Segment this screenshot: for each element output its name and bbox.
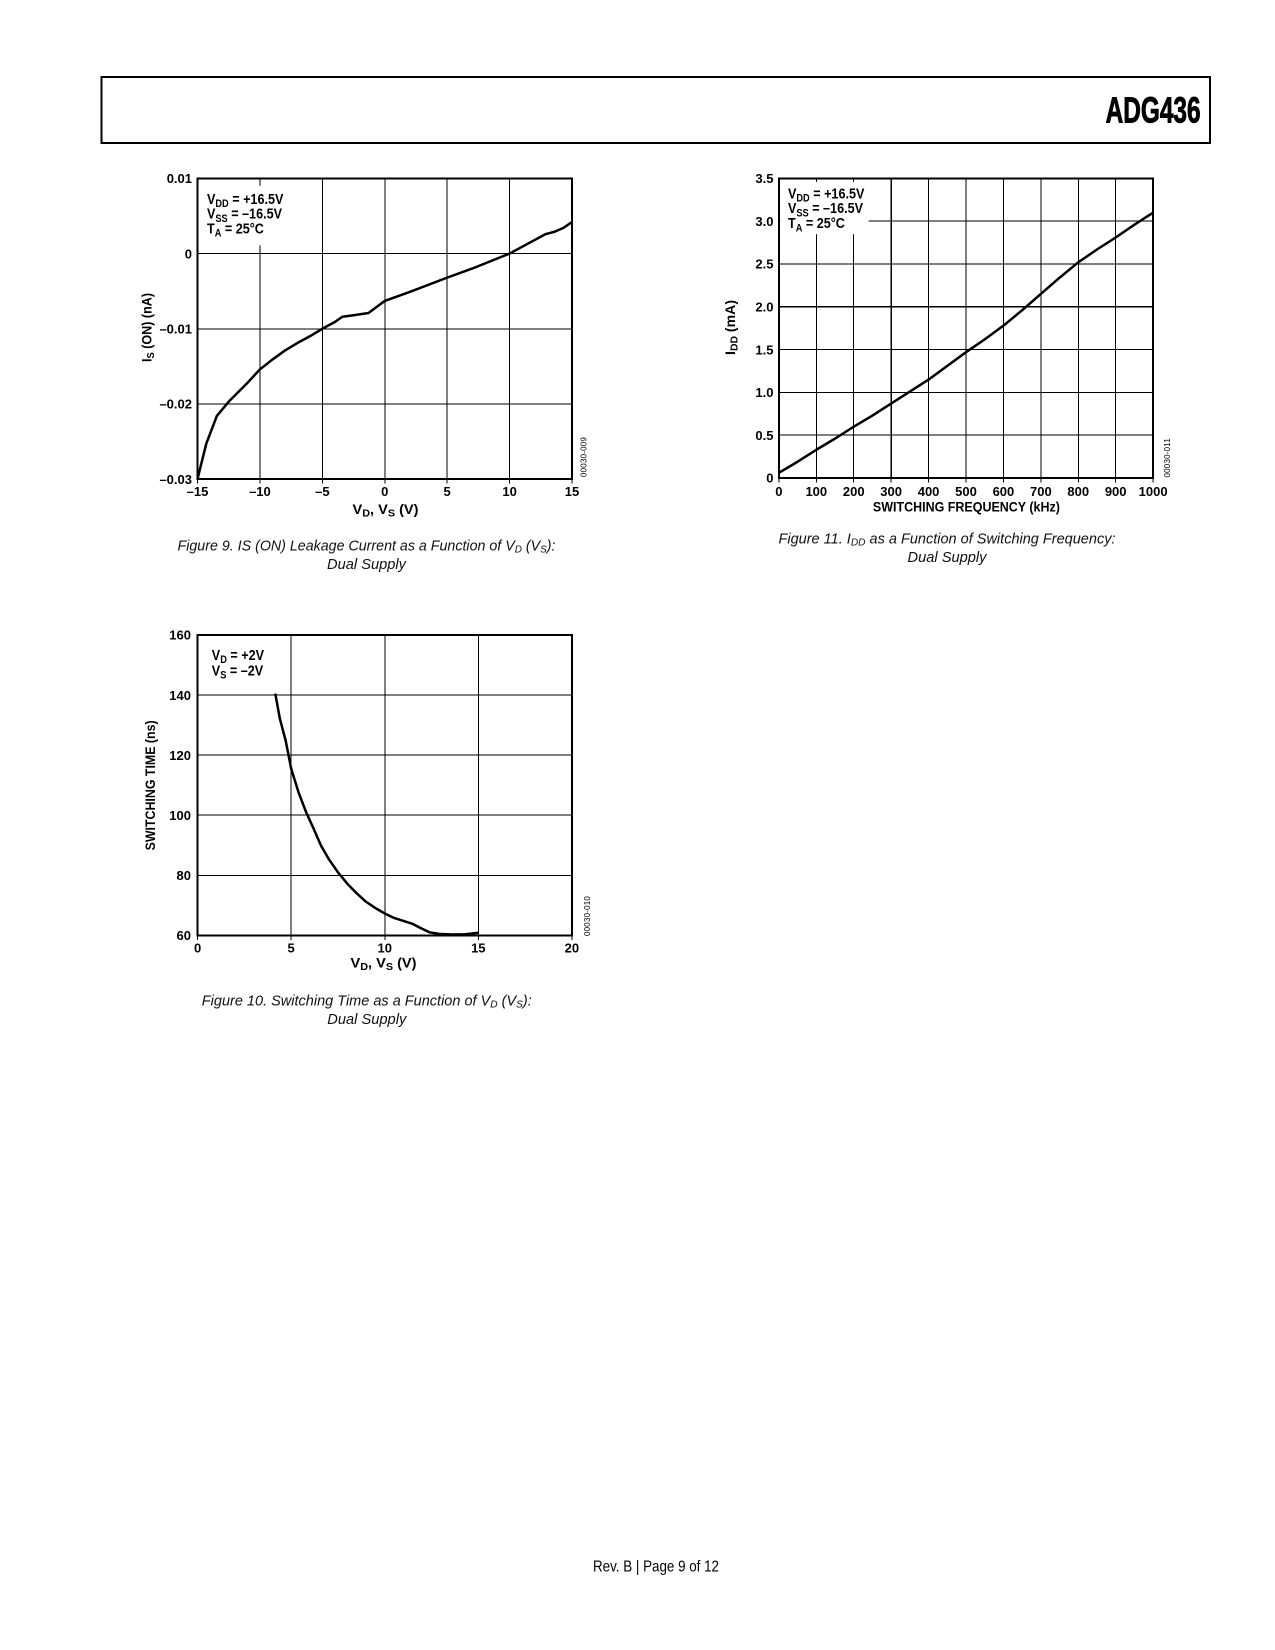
svg-text:3.0: 3.0 (755, 214, 773, 229)
svg-text:Dual Supply: Dual Supply (327, 1011, 407, 1028)
svg-text:VSS = –16.5V: VSS = –16.5V (207, 205, 283, 226)
svg-text:1.5: 1.5 (755, 342, 773, 357)
svg-text:140: 140 (169, 688, 191, 703)
svg-text:SWITCHING TIME (ns): SWITCHING TIME (ns) (143, 720, 158, 850)
svg-text:400: 400 (918, 484, 940, 499)
svg-text:100: 100 (169, 808, 191, 823)
svg-text:IS (ON) (nA): IS (ON) (nA) (140, 293, 158, 362)
svg-text:00030-009: 00030-009 (580, 437, 589, 477)
svg-text:–10: –10 (249, 484, 271, 499)
svg-text:–0.02: –0.02 (159, 397, 192, 412)
svg-text:TA = 25°C: TA = 25°C (207, 219, 264, 240)
svg-text:–15: –15 (187, 484, 209, 499)
svg-text:TA = 25°C: TA = 25°C (788, 214, 845, 235)
svg-text:Figure 11. IDD as a Function o: Figure 11. IDD as a Function of Switchin… (779, 531, 1116, 549)
svg-text:Dual Supply: Dual Supply (908, 549, 988, 566)
svg-text:120: 120 (169, 748, 191, 763)
svg-text:2.5: 2.5 (755, 257, 773, 272)
svg-text:5: 5 (444, 484, 451, 499)
svg-text:Dual Supply: Dual Supply (327, 556, 407, 573)
svg-text:ADG436: ADG436 (1106, 90, 1201, 131)
svg-text:00030-011: 00030-011 (1163, 438, 1172, 478)
svg-text:Rev. B | Page 9 of 12: Rev. B | Page 9 of 12 (593, 1559, 719, 1576)
svg-text:–0.01: –0.01 (159, 321, 192, 336)
svg-text:10: 10 (378, 940, 392, 955)
svg-text:0: 0 (766, 471, 773, 486)
svg-text:1.0: 1.0 (755, 385, 773, 400)
svg-text:Figure 9. IS (ON) Leakage Curr: Figure 9. IS (ON) Leakage Current as a F… (178, 538, 556, 556)
svg-text:700: 700 (1030, 484, 1052, 499)
svg-text:SWITCHING FREQUENCY (kHz): SWITCHING FREQUENCY (kHz) (873, 500, 1060, 515)
svg-text:Figure 10. Switching Time as a: Figure 10. Switching Time as a Function … (202, 993, 532, 1011)
svg-text:200: 200 (843, 484, 865, 499)
svg-text:160: 160 (169, 628, 191, 643)
svg-text:80: 80 (177, 868, 191, 883)
svg-text:300: 300 (880, 484, 902, 499)
svg-text:0: 0 (775, 484, 782, 499)
svg-text:0.5: 0.5 (755, 428, 773, 443)
svg-text:–0.03: –0.03 (159, 472, 192, 487)
svg-text:3.5: 3.5 (755, 171, 773, 186)
svg-text:0: 0 (381, 484, 388, 499)
svg-text:–5: –5 (315, 484, 329, 499)
svg-text:10: 10 (502, 484, 516, 499)
svg-text:20: 20 (565, 940, 579, 955)
svg-text:0: 0 (194, 940, 201, 955)
svg-text:00030-010: 00030-010 (583, 896, 592, 936)
svg-text:60: 60 (177, 928, 191, 943)
svg-text:900: 900 (1105, 484, 1127, 499)
svg-text:0.01: 0.01 (167, 171, 192, 186)
svg-text:2.0: 2.0 (755, 300, 773, 315)
svg-text:800: 800 (1067, 484, 1089, 499)
svg-text:600: 600 (993, 484, 1015, 499)
svg-text:0: 0 (185, 246, 192, 261)
svg-text:15: 15 (565, 484, 579, 499)
svg-text:1000: 1000 (1139, 484, 1168, 499)
svg-text:15: 15 (471, 940, 485, 955)
svg-text:5: 5 (288, 940, 295, 955)
svg-text:500: 500 (955, 484, 977, 499)
svg-text:100: 100 (805, 484, 827, 499)
